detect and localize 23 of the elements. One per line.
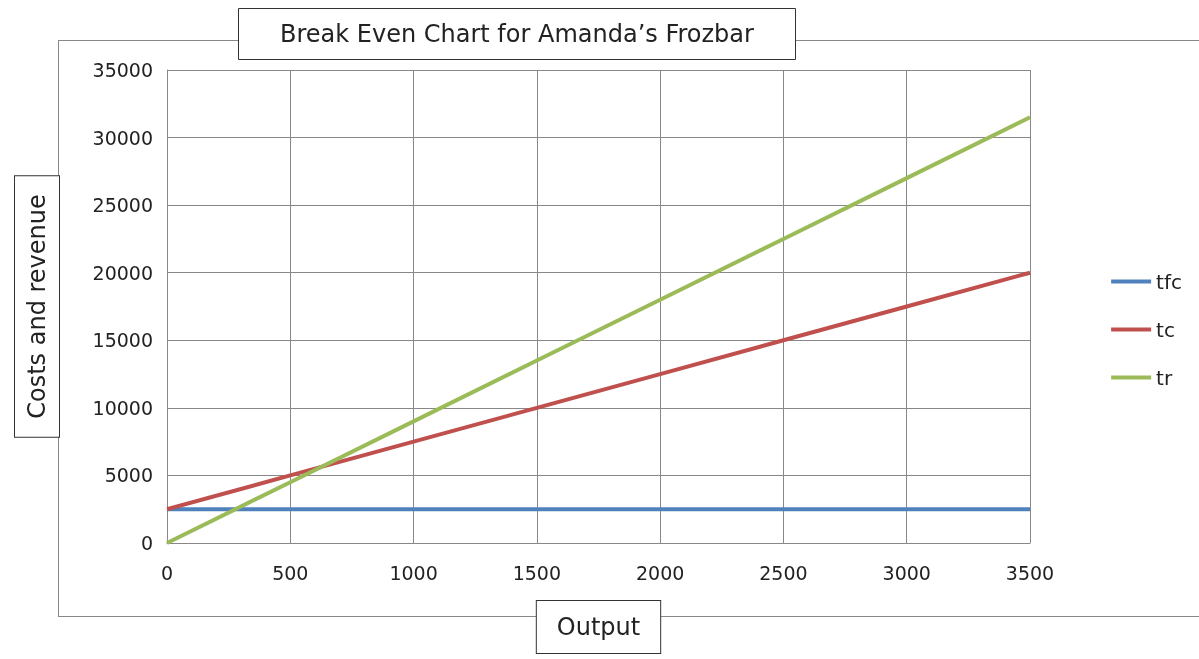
x-tick-label: 1500 bbox=[512, 561, 562, 584]
x-tick-label: 0 bbox=[160, 561, 174, 584]
x-tick-label: 1000 bbox=[389, 561, 438, 584]
legend-label: tfc bbox=[1156, 269, 1183, 294]
x-tick-label: 500 bbox=[272, 561, 309, 584]
x-axis-title: Output bbox=[556, 613, 641, 641]
chart-title: Break Even Chart for Amanda’s Frozbar bbox=[280, 20, 755, 48]
y-tick-label: 30000 bbox=[92, 126, 153, 149]
line-series bbox=[165, 270, 1032, 512]
x-tick-label: 3000 bbox=[882, 561, 931, 584]
y-tick-label: 0 bbox=[140, 532, 153, 554]
y-tick-label: 10000 bbox=[92, 396, 153, 419]
x-tick-label: 2000 bbox=[635, 561, 685, 584]
x-tick-label: 3500 bbox=[1005, 561, 1055, 584]
y-axis-title: Costs and revenue bbox=[23, 194, 51, 419]
y-tick-label: 25000 bbox=[92, 194, 153, 217]
y-tick-label: 5000 bbox=[104, 464, 153, 487]
y-tick-label: 15000 bbox=[92, 329, 153, 352]
y-tick-label: 35000 bbox=[92, 59, 153, 81]
legend-label: tr bbox=[1156, 365, 1173, 390]
legend-label: tc bbox=[1156, 317, 1175, 342]
x-tick-label: 2500 bbox=[759, 561, 808, 584]
y-tick-label: 20000 bbox=[92, 261, 153, 284]
